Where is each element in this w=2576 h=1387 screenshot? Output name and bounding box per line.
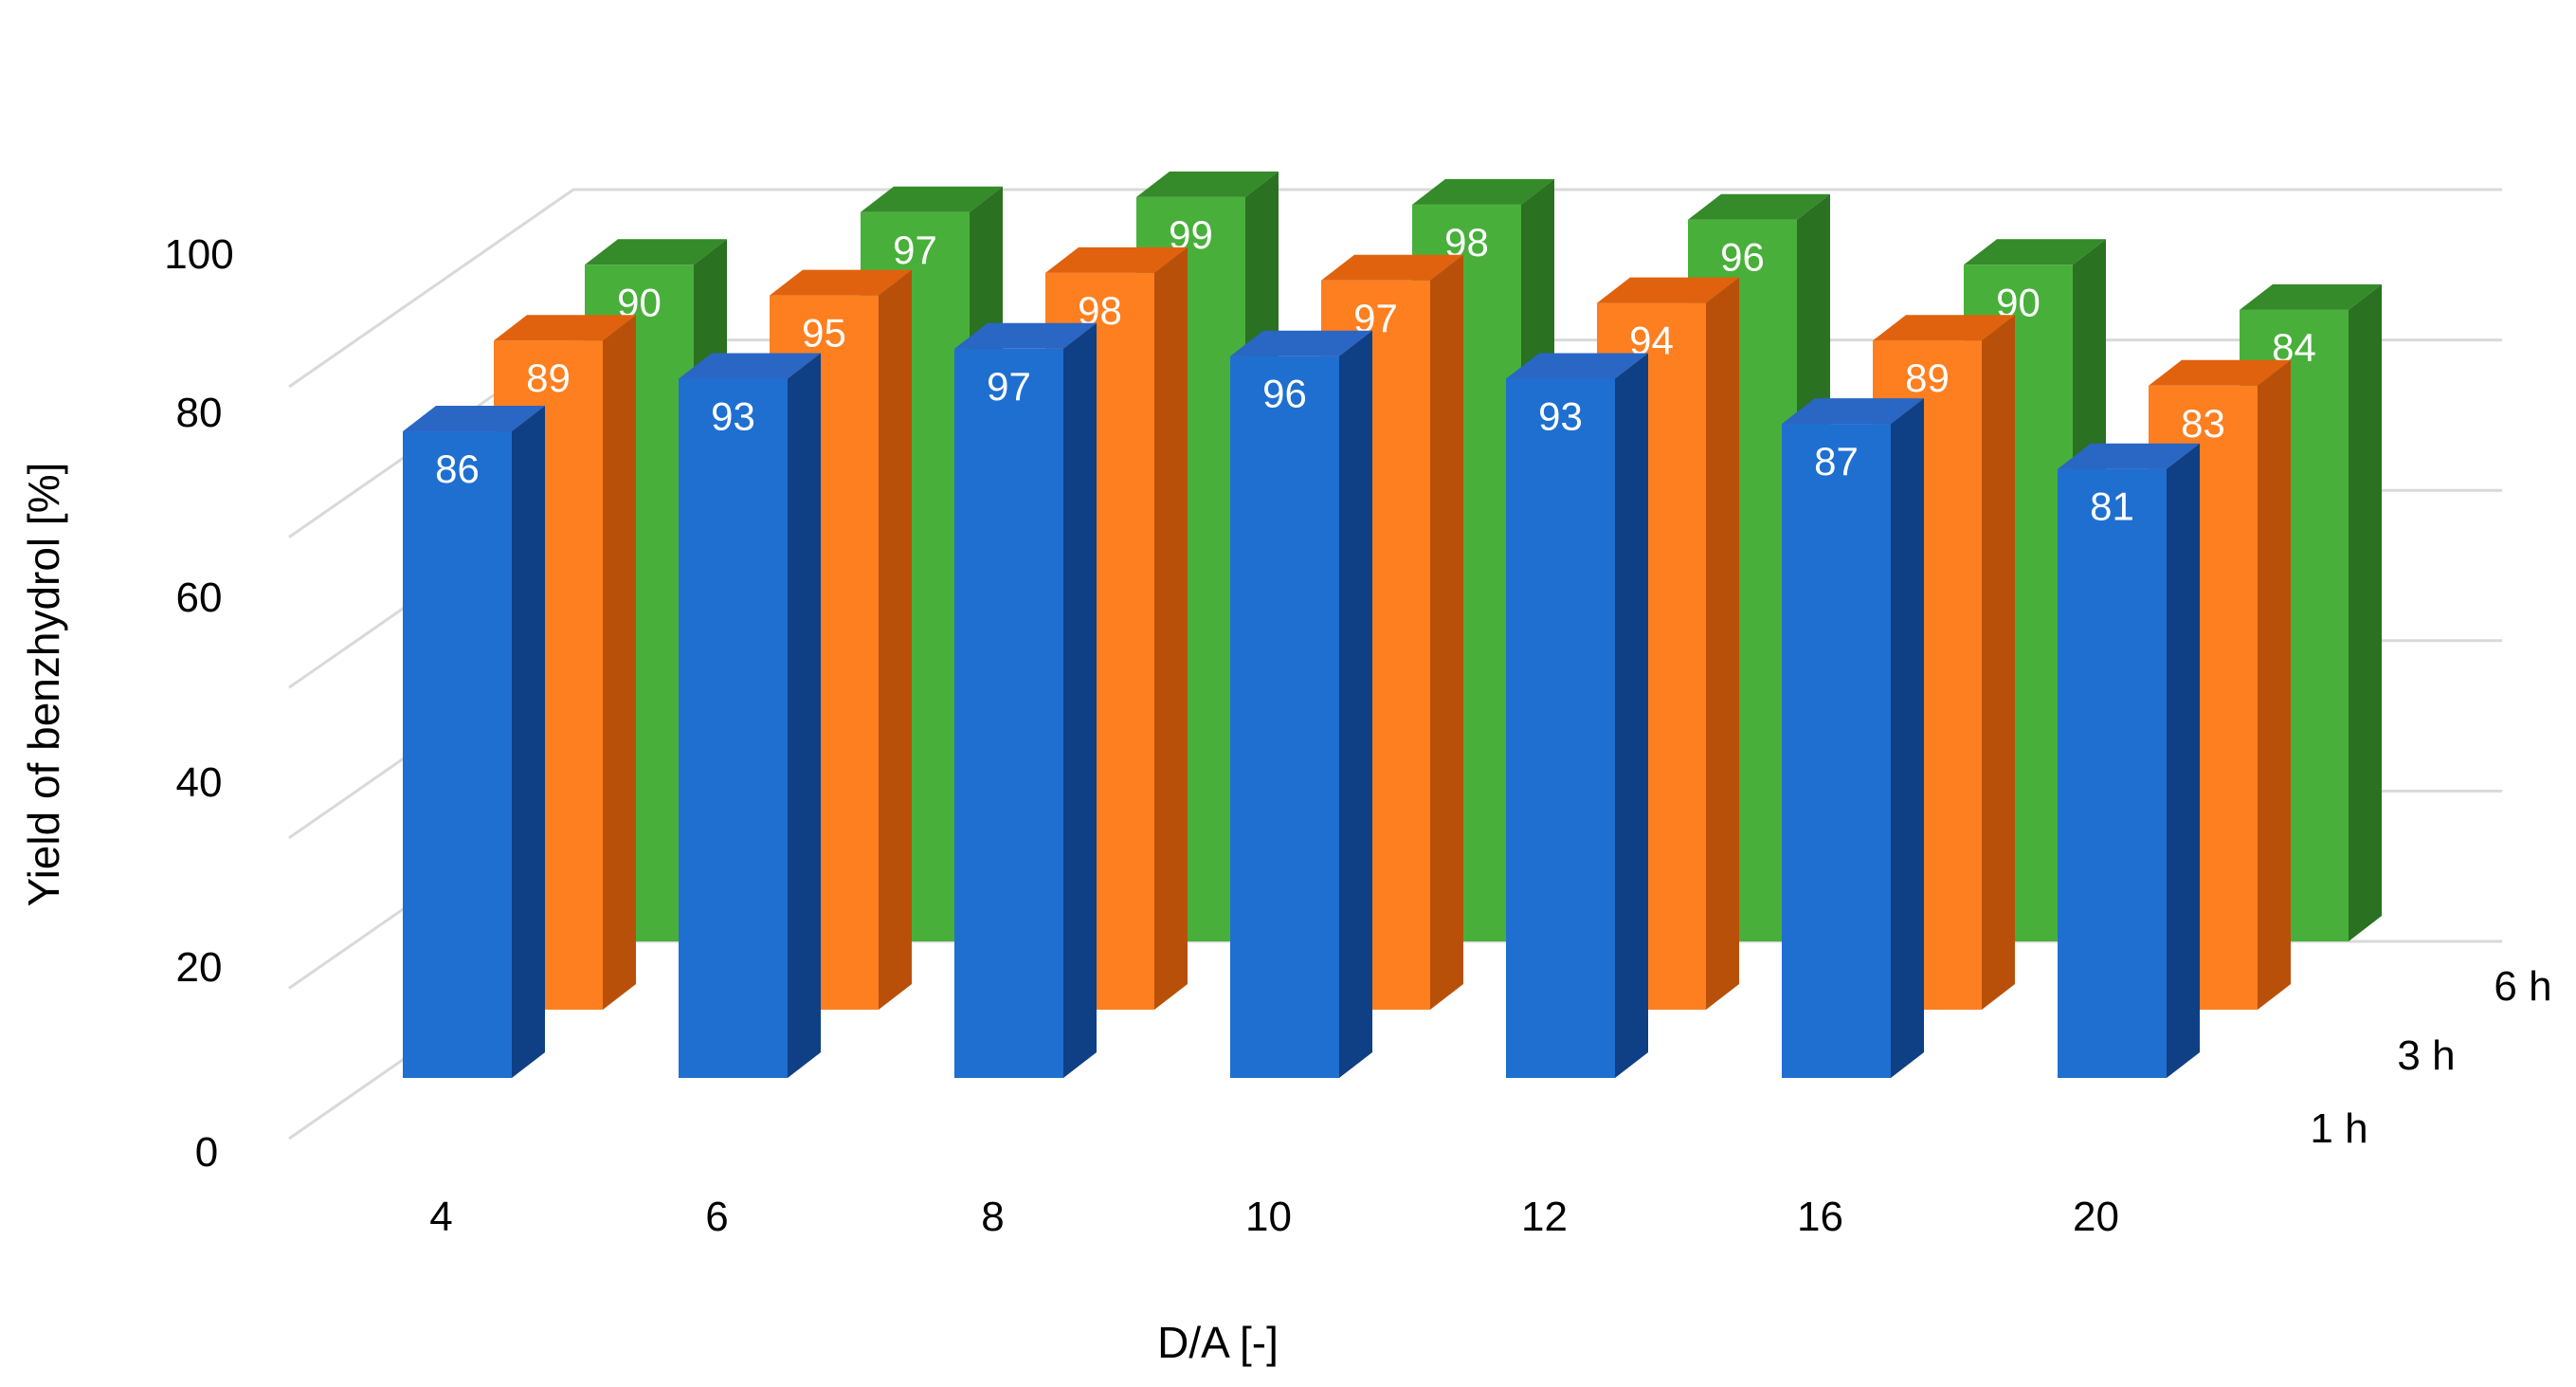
bar [1506,378,1615,1078]
bar [679,378,788,1078]
data-label: 93 [1538,394,1583,439]
y-tick-label: 80 [176,390,223,436]
y-tick-label: 40 [176,759,223,806]
bar-side [1615,353,1648,1078]
data-label: 89 [526,356,571,400]
bar-side [1891,398,1924,1079]
data-label: 83 [2181,401,2225,446]
y-axis-ticks: 0 20 40 60 80 100 [164,231,233,1176]
bar [403,431,512,1078]
bar-top [1873,315,2015,341]
bar-top [1412,178,1554,205]
series-1h: 86 93 97 96 93 87 81 [403,322,2200,1079]
x-tick-label: 6 [705,1194,728,1240]
bar-top [1506,353,1648,379]
series-labels: 1 h 3 h 6 h [2310,963,2551,1152]
data-label: 96 [1262,372,1307,416]
bar-top [679,353,821,379]
gridline [288,188,2502,389]
bar-top [954,322,1097,349]
bar-side [788,353,821,1078]
x-tick-label: 12 [1521,1194,1568,1240]
data-label: 97 [893,228,937,272]
bar-top [770,269,912,296]
bar-side [1982,315,2015,1010]
bar-top [1688,193,1830,220]
bar-side [2258,359,2291,1010]
bar-side [879,269,912,1011]
x-axis-ticks: 4 6 8 10 12 16 20 [429,1194,2119,1240]
y-tick-label: 20 [176,944,223,991]
bar-side [2349,283,2382,941]
bar [2058,468,2167,1078]
bar-top [494,315,636,341]
y-tick-label: 60 [176,575,223,621]
data-label: 93 [711,394,755,439]
x-tick-label: 10 [1245,1194,1292,1240]
bar-top [861,186,1003,212]
bar-top [403,406,545,431]
data-label: 86 [435,447,480,491]
data-label: 96 [1720,235,1765,280]
x-tick-label: 20 [2073,1194,2119,1240]
bar-side [1706,277,1739,1011]
bar-side [1154,246,1188,1010]
data-label: 89 [1905,356,1950,400]
y-tick-label: 0 [195,1129,218,1176]
bar-top [1136,171,1279,197]
bar-top [1230,330,1372,356]
data-label: 95 [802,311,846,356]
x-tick-label: 8 [981,1194,1004,1240]
bar-top [585,239,727,265]
x-axis-title: D/A [-] [1157,1318,1279,1367]
y-axis-title: Yield of benzhydrol [%] [19,463,68,907]
x-tick-label: 16 [1797,1194,1843,1240]
y-tick-label: 100 [164,231,233,278]
bar [1782,424,1891,1079]
bar-side [512,406,545,1078]
data-label: 87 [1814,439,1859,484]
bar-top [2240,283,2382,310]
data-label: 81 [2090,484,2134,529]
data-label: 97 [987,364,1031,409]
bar-top [1782,398,1924,425]
bar-top [2149,359,2291,386]
bar-side [603,315,636,1010]
bar [954,348,1063,1078]
bar-top [1321,254,1463,281]
series-label: 1 h [2310,1105,2367,1152]
x-tick-label: 4 [429,1194,452,1240]
bar-top [1597,277,1739,303]
bar-top [1045,246,1188,273]
series-label: 6 h [2494,963,2551,1010]
bar-side [1430,254,1463,1010]
series-label: 3 h [2397,1032,2455,1079]
bar-side [1063,322,1097,1078]
bar-side [2167,443,2200,1078]
bar [1230,356,1339,1079]
bar-top [2058,443,2200,469]
bar-side [1339,330,1372,1078]
bar-top [1964,239,2106,265]
